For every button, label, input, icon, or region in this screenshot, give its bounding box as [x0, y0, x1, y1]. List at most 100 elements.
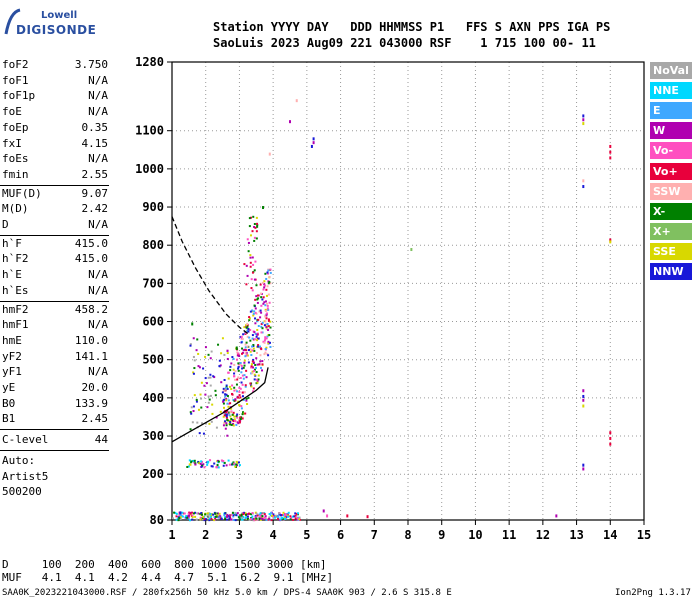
echo-point [236, 378, 239, 381]
param-value: N/A [88, 283, 108, 297]
echo-point [211, 513, 214, 516]
x-tick-label: 6 [337, 528, 344, 542]
echo-point [233, 415, 236, 418]
echo-point [206, 406, 209, 409]
echo-point [254, 515, 257, 518]
echo-point [264, 351, 267, 354]
echo-point [201, 422, 204, 425]
echo-point [609, 431, 612, 435]
echo-point [200, 406, 203, 409]
echo-point [262, 302, 265, 305]
y-tick-label: 800 [142, 238, 164, 252]
echo-point [253, 304, 256, 307]
echo-point [192, 512, 195, 515]
echo-point [259, 283, 262, 286]
echo-point [256, 298, 259, 301]
echo-point [243, 326, 246, 329]
echo-point [225, 399, 228, 402]
param-value: 415.0 [74, 236, 108, 250]
param-value: N/A [88, 268, 108, 282]
echo-point [240, 371, 243, 374]
echo-point [188, 463, 191, 466]
echo-point [217, 460, 220, 463]
echo-point [281, 516, 284, 519]
echo-point [246, 515, 249, 518]
echo-point [226, 434, 229, 437]
echo-point [271, 514, 274, 517]
legend-item-ssw: SSW [650, 182, 692, 200]
echo-point [267, 325, 270, 328]
echo-point [207, 401, 210, 404]
echo-point [266, 323, 269, 326]
echo-point [224, 411, 227, 414]
echo-point [237, 352, 240, 355]
echo-point [295, 99, 298, 103]
echo-point [223, 461, 226, 464]
echo-point [294, 514, 297, 517]
echo-point [233, 363, 236, 366]
param-value: 2.55 [81, 167, 109, 181]
echo-point [222, 415, 225, 418]
echo-point [232, 357, 235, 360]
echo-point [261, 298, 264, 301]
echo-point [261, 512, 264, 515]
echo-point [256, 518, 259, 521]
echo-point [236, 416, 239, 419]
echo-point [287, 511, 290, 514]
echo-point [229, 365, 232, 368]
echo-point [191, 514, 194, 517]
echo-point [256, 320, 259, 323]
echo-point [175, 512, 178, 515]
echo-point [582, 467, 585, 471]
echo-point [238, 390, 241, 393]
echo-point [234, 378, 237, 381]
echo-point [228, 385, 231, 388]
echo-point [195, 400, 198, 403]
echo-point [256, 381, 259, 384]
echo-point [236, 354, 239, 357]
param-value: N/A [88, 365, 108, 379]
echo-point [241, 516, 244, 519]
echo-point [241, 391, 244, 394]
echo-point [241, 337, 244, 340]
echo-point [267, 269, 270, 272]
echo-point [582, 185, 585, 189]
echo-point [250, 372, 253, 375]
echo-point [260, 325, 263, 328]
echo-point [248, 225, 251, 228]
echo-point [189, 512, 192, 515]
echo-point [267, 318, 270, 321]
echo-point [173, 511, 176, 514]
echo-point [240, 337, 243, 340]
autoscale-line: Auto: [2, 453, 36, 467]
echo-point [252, 358, 255, 361]
echo-point [237, 396, 240, 399]
echo-point [204, 346, 207, 349]
echo-point [187, 465, 190, 468]
echo-point [261, 281, 264, 284]
echo-point [230, 423, 233, 426]
echo-point [259, 518, 262, 521]
echo-point [249, 261, 252, 264]
echo-point [215, 416, 218, 419]
echo-point [174, 511, 177, 514]
echo-point [284, 517, 287, 520]
echo-point [312, 137, 315, 141]
echo-point [265, 337, 268, 340]
echo-point [251, 337, 254, 340]
echo-point [263, 286, 266, 289]
echo-point [235, 514, 238, 517]
echo-point [209, 459, 212, 462]
echo-point [260, 304, 263, 307]
param-row-fof1: foF1 N/A [2, 74, 108, 89]
echo-point [230, 392, 233, 395]
echo-point [263, 341, 266, 344]
echo-point [220, 352, 223, 355]
echo-point [609, 144, 612, 148]
echo-point [202, 432, 205, 435]
echo-point [246, 345, 249, 348]
echo-point [253, 338, 256, 341]
echo-point [253, 378, 256, 381]
echo-point [199, 393, 202, 396]
echo-point [218, 514, 221, 517]
